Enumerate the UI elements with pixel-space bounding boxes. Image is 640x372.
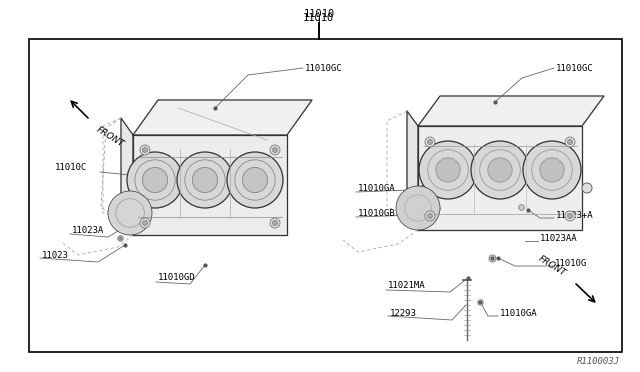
Circle shape (140, 218, 150, 228)
Polygon shape (133, 135, 287, 235)
Circle shape (428, 140, 433, 144)
Circle shape (270, 145, 280, 155)
Polygon shape (121, 118, 133, 235)
Circle shape (436, 158, 460, 182)
Circle shape (273, 148, 278, 153)
Circle shape (565, 211, 575, 221)
Circle shape (127, 152, 183, 208)
Circle shape (243, 167, 268, 193)
Circle shape (143, 148, 147, 153)
Text: FRONT: FRONT (95, 125, 126, 149)
Circle shape (396, 186, 440, 230)
Text: 11010C: 11010C (55, 163, 87, 171)
Circle shape (568, 140, 573, 144)
Polygon shape (133, 100, 312, 135)
Polygon shape (407, 111, 418, 230)
Bar (29, 39, 622, 352)
Text: 11023+A: 11023+A (556, 211, 594, 219)
Text: 11010G: 11010G (555, 259, 588, 267)
Circle shape (568, 214, 573, 218)
Circle shape (419, 141, 477, 199)
Circle shape (270, 218, 280, 228)
Circle shape (425, 137, 435, 147)
Text: FRONT: FRONT (537, 254, 568, 278)
Circle shape (143, 221, 147, 225)
Circle shape (471, 141, 529, 199)
Circle shape (273, 221, 278, 225)
Circle shape (143, 167, 168, 193)
Text: 11010GB: 11010GB (358, 208, 396, 218)
Text: 11010GD: 11010GD (158, 273, 196, 282)
Circle shape (140, 145, 150, 155)
Circle shape (582, 183, 592, 193)
Text: 11021MA: 11021MA (388, 282, 426, 291)
Text: 11023: 11023 (42, 250, 69, 260)
Text: 11010: 11010 (303, 9, 335, 19)
Text: 11010GA: 11010GA (500, 308, 538, 317)
Circle shape (428, 214, 433, 218)
Circle shape (488, 158, 512, 182)
Text: 11010GA: 11010GA (358, 183, 396, 192)
Text: 12293: 12293 (390, 308, 417, 317)
Circle shape (425, 211, 435, 221)
Circle shape (108, 191, 152, 235)
Circle shape (193, 167, 218, 193)
Text: 11010: 11010 (303, 13, 333, 23)
Text: 11023A: 11023A (72, 225, 104, 234)
Circle shape (227, 152, 283, 208)
Polygon shape (418, 96, 604, 126)
Circle shape (523, 141, 581, 199)
Text: 11023AA: 11023AA (540, 234, 578, 243)
Circle shape (540, 158, 564, 182)
Polygon shape (418, 126, 582, 230)
Text: R110003J: R110003J (577, 357, 620, 366)
Text: 11010GC: 11010GC (556, 64, 594, 73)
Text: 11010GC: 11010GC (305, 64, 342, 73)
Circle shape (177, 152, 233, 208)
Circle shape (565, 137, 575, 147)
